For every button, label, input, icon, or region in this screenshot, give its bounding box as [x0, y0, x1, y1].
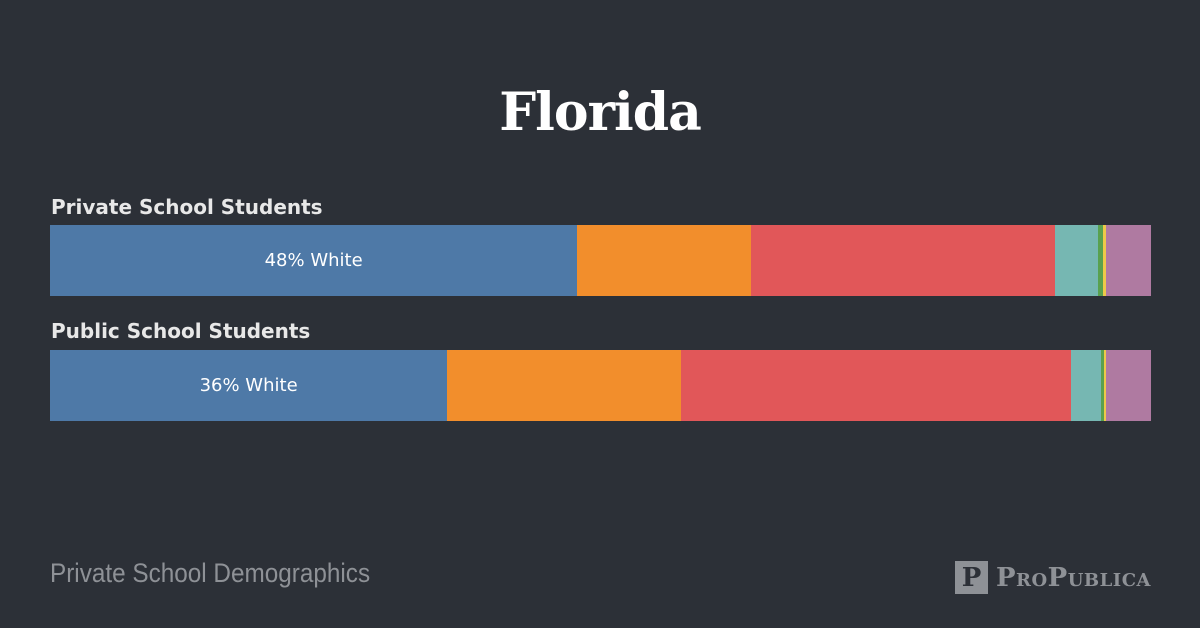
bar-segment: 48% White: [50, 225, 578, 296]
private-school-label: Private School Students: [51, 195, 323, 219]
bar-segment: [577, 225, 752, 296]
bar-segment: 36% White: [50, 350, 448, 421]
private-school-bar: 48% White: [50, 225, 1151, 296]
segment-label: 36% White: [199, 375, 298, 396]
bar-segment: [751, 225, 1055, 296]
bar-segment: [1097, 225, 1103, 296]
footer-caption: Private School Demographics: [50, 558, 371, 588]
chart-title: Florida: [499, 82, 702, 143]
propublica-logo[interactable]: P ProPublica: [954, 561, 1151, 594]
bar-segment: [680, 350, 1072, 421]
bar-segment: [1105, 350, 1151, 421]
propublica-logo-icon: P: [954, 561, 988, 594]
bar-segment: [1105, 225, 1151, 296]
bar-segment: [1103, 350, 1106, 421]
public-school-bar: 36% White: [50, 350, 1151, 421]
bar-segment: [1071, 350, 1101, 421]
propublica-logo-text: ProPublica: [995, 562, 1151, 593]
bar-segment: [1102, 225, 1106, 296]
bar-segment: [1055, 225, 1098, 296]
public-school-label: Public School Students: [51, 319, 311, 343]
bar-segment: [447, 350, 681, 421]
segment-label: 48% White: [264, 250, 363, 271]
bar-segment: [1100, 350, 1104, 421]
